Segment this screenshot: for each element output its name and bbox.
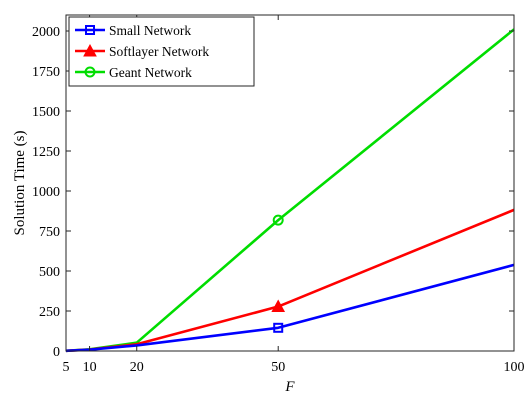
x-tick-label: 100 xyxy=(504,360,525,375)
legend-label-2: Geant Network xyxy=(109,65,192,80)
legend-marker-2 xyxy=(84,66,96,78)
series-line-0 xyxy=(65,263,515,353)
y-tick-label: 1250 xyxy=(32,145,60,160)
y-tick-label: 0 xyxy=(53,345,60,360)
y-tick-label: 750 xyxy=(39,225,60,240)
y-axis-label: Solution Time (s) xyxy=(12,130,28,235)
y-tick-label: 2000 xyxy=(32,25,60,40)
x-tick-label: 5 xyxy=(63,360,70,375)
legend-marker-1 xyxy=(83,43,97,57)
y-tick-label: 1750 xyxy=(32,65,60,80)
x-axis-label: F xyxy=(284,379,295,395)
axes-frame xyxy=(65,14,515,352)
x-tick-label: 20 xyxy=(130,360,144,375)
legend-label-0: Small Network xyxy=(109,23,191,38)
y-tick-label: 500 xyxy=(39,265,60,280)
data-point-2-3 xyxy=(272,214,284,226)
legend-label-1: Softlayer Network xyxy=(109,44,209,59)
x-tick-label: 10 xyxy=(83,360,97,375)
data-point-0-3 xyxy=(273,322,284,333)
legend-marker-0 xyxy=(85,25,95,35)
data-point-1-3 xyxy=(271,299,286,313)
y-tick-label: 250 xyxy=(39,305,60,320)
y-tick-label: 1500 xyxy=(32,105,60,120)
y-tick-label: 1000 xyxy=(32,185,60,200)
x-tick-label: 50 xyxy=(271,360,285,375)
